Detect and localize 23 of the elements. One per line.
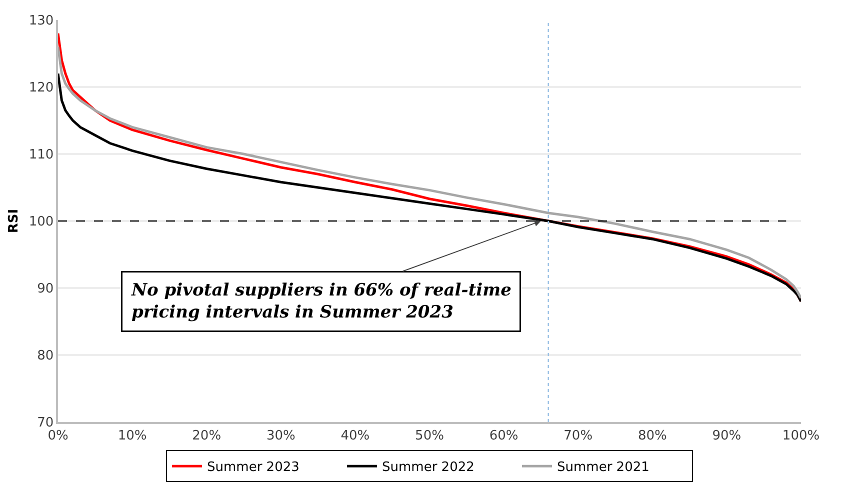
- x-tick-label: 10%: [118, 428, 147, 444]
- x-tick-label: 40%: [340, 428, 370, 444]
- x-tick-label: 50%: [415, 428, 444, 444]
- x-tick-label: 100%: [782, 428, 820, 444]
- y-tick-label: 130: [28, 14, 54, 29]
- y-tick-label: 120: [28, 80, 54, 96]
- annotation: No pivotal suppliers in 66% of real-time pricing intervals in Summer 2023: [130, 280, 512, 323]
- y-tick-label: 100: [28, 214, 54, 230]
- x-tick-label: 60%: [489, 428, 518, 444]
- legend-label: Summer 2023: [207, 460, 300, 476]
- x-tick-label: 30%: [266, 428, 296, 444]
- y-tick-label: 110: [28, 148, 54, 163]
- x-tick-label: 90%: [712, 428, 742, 444]
- y-tick-label: 90: [37, 282, 54, 297]
- y-tick-label: 70: [37, 416, 54, 431]
- x-tick-label: 0%: [48, 428, 68, 444]
- y-axis-title: RSI: [6, 208, 22, 234]
- legend-label: Summer 2022: [382, 460, 474, 476]
- x-tick-label: 70%: [564, 428, 593, 444]
- x-tick-label: 20%: [192, 428, 222, 444]
- x-tick-label: 80%: [638, 428, 667, 444]
- y-tick-label: 80: [37, 348, 54, 364]
- legend-label: Summer 2021: [557, 460, 650, 476]
